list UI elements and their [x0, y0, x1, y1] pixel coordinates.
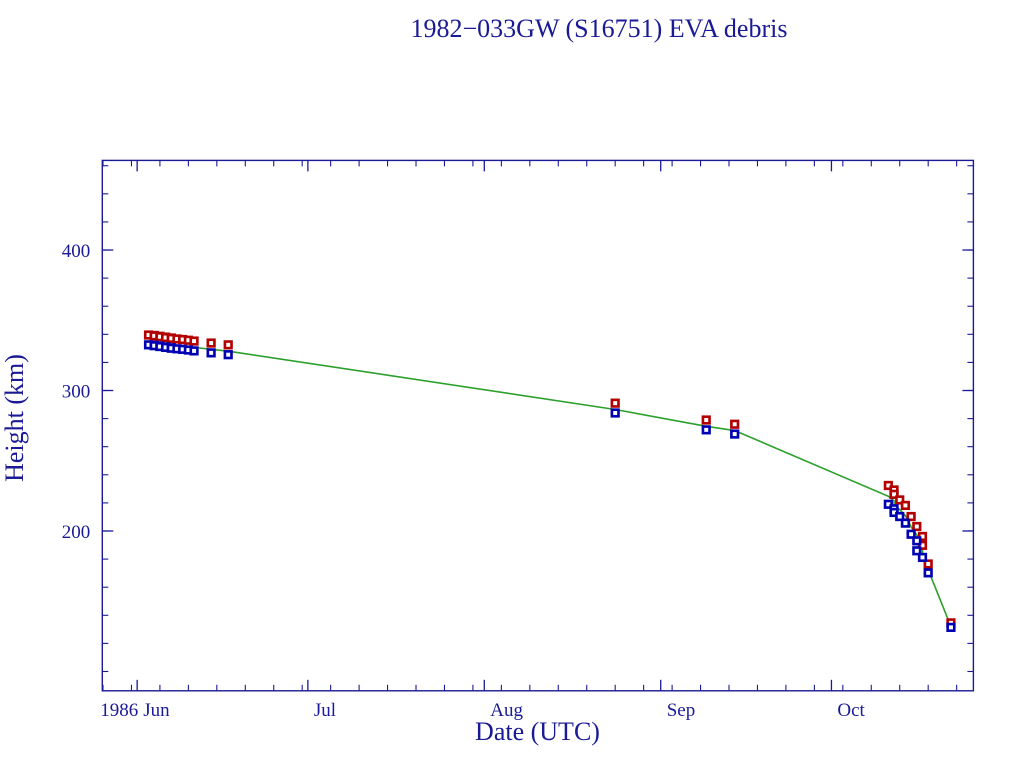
svg-text:400: 400 — [62, 241, 91, 262]
svg-text:300: 300 — [62, 382, 91, 403]
svg-text:200: 200 — [62, 522, 91, 543]
